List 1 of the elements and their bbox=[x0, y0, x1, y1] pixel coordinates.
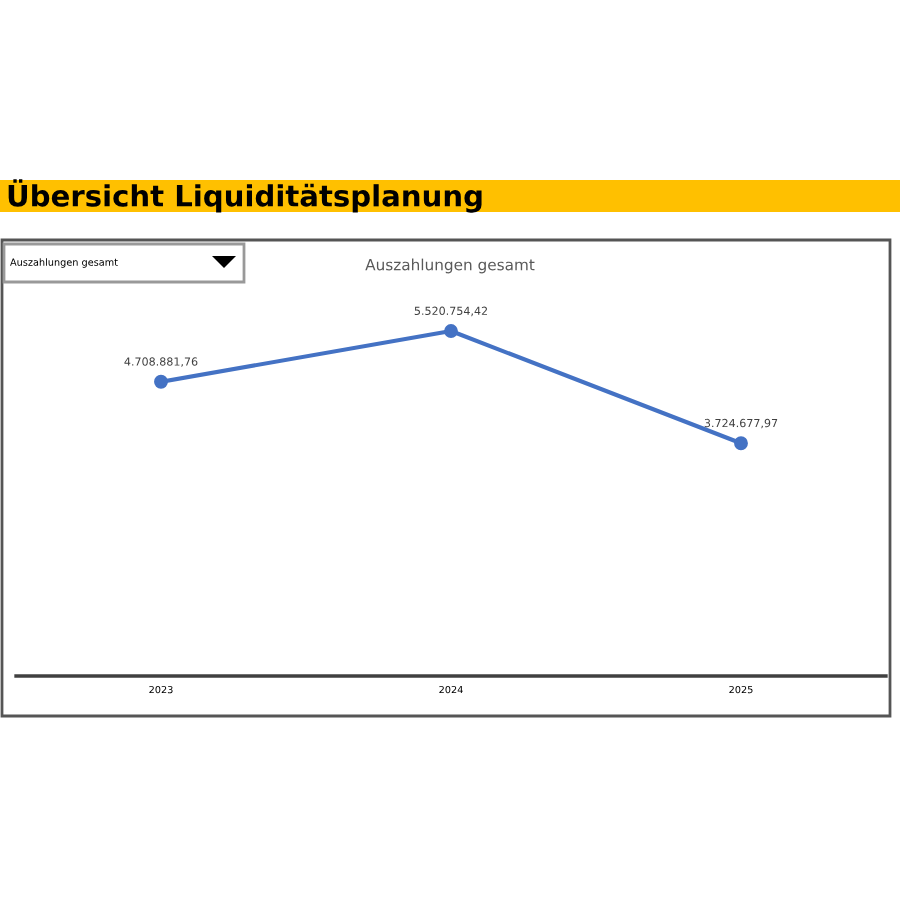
chart-title: Übersicht Liquiditätsplanung bbox=[8, 179, 482, 213]
